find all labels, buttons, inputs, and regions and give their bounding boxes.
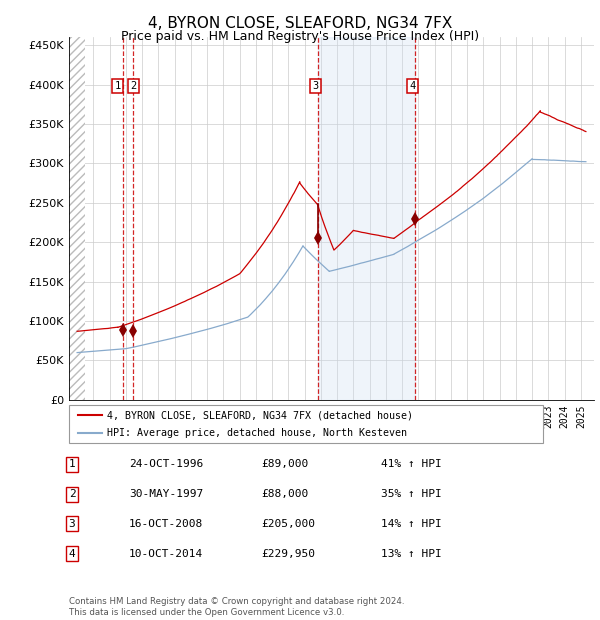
Bar bbox=[317, 37, 415, 400]
Text: £229,950: £229,950 bbox=[261, 549, 315, 559]
Text: Price paid vs. HM Land Registry's House Price Index (HPI): Price paid vs. HM Land Registry's House … bbox=[121, 30, 479, 43]
Text: 41% ↑ HPI: 41% ↑ HPI bbox=[381, 459, 442, 469]
Text: 4: 4 bbox=[409, 81, 416, 91]
Text: £205,000: £205,000 bbox=[261, 519, 315, 529]
Text: 24-OCT-1996: 24-OCT-1996 bbox=[129, 459, 203, 469]
Text: 35% ↑ HPI: 35% ↑ HPI bbox=[381, 489, 442, 499]
Text: 1: 1 bbox=[68, 459, 76, 469]
Text: HPI: Average price, detached house, North Kesteven: HPI: Average price, detached house, Nort… bbox=[107, 428, 407, 438]
Text: 4, BYRON CLOSE, SLEAFORD, NG34 7FX: 4, BYRON CLOSE, SLEAFORD, NG34 7FX bbox=[148, 16, 452, 30]
Text: 2: 2 bbox=[68, 489, 76, 499]
Text: 3: 3 bbox=[312, 81, 318, 91]
FancyBboxPatch shape bbox=[69, 405, 543, 443]
Text: £89,000: £89,000 bbox=[261, 459, 308, 469]
Text: 2: 2 bbox=[131, 81, 137, 91]
Text: 3: 3 bbox=[68, 519, 76, 529]
Text: Contains HM Land Registry data © Crown copyright and database right 2024.
This d: Contains HM Land Registry data © Crown c… bbox=[69, 598, 404, 617]
Text: 13% ↑ HPI: 13% ↑ HPI bbox=[381, 549, 442, 559]
Text: 1: 1 bbox=[115, 81, 121, 91]
Text: 16-OCT-2008: 16-OCT-2008 bbox=[129, 519, 203, 529]
Text: £88,000: £88,000 bbox=[261, 489, 308, 499]
Text: 10-OCT-2014: 10-OCT-2014 bbox=[129, 549, 203, 559]
Text: 14% ↑ HPI: 14% ↑ HPI bbox=[381, 519, 442, 529]
Text: 4: 4 bbox=[68, 549, 76, 559]
Text: 4, BYRON CLOSE, SLEAFORD, NG34 7FX (detached house): 4, BYRON CLOSE, SLEAFORD, NG34 7FX (deta… bbox=[107, 410, 413, 420]
Text: 30-MAY-1997: 30-MAY-1997 bbox=[129, 489, 203, 499]
